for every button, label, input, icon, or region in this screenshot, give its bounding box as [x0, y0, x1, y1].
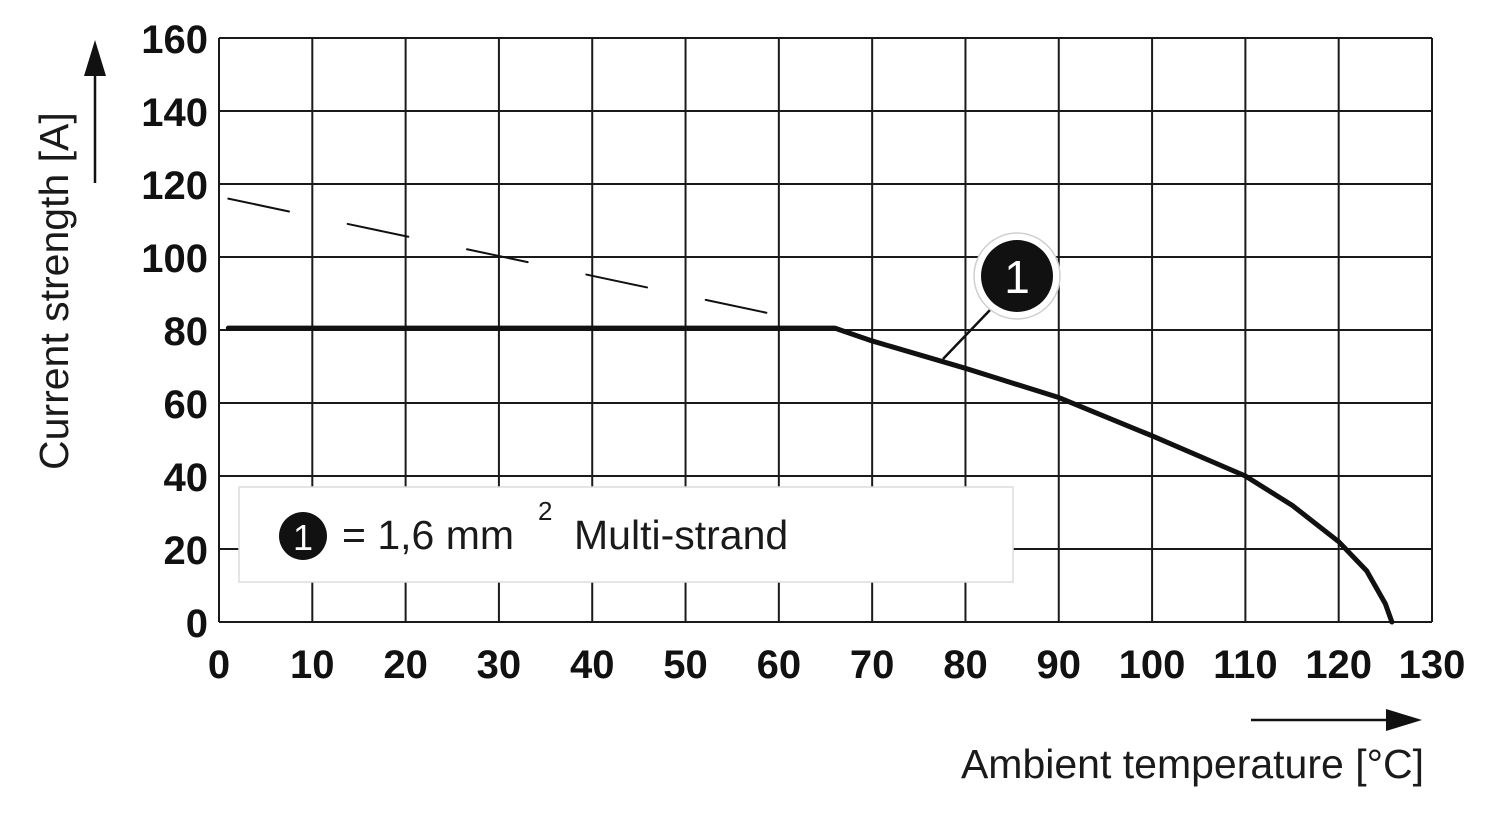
x-tick-label: 120 [1305, 643, 1372, 687]
y-tick-label: 120 [141, 164, 208, 208]
y-tick-label: 100 [141, 237, 208, 281]
y-tick-label: 140 [141, 91, 208, 135]
legend-text-tail: Multi-strand [574, 512, 788, 558]
x-tick-label: 80 [943, 643, 988, 687]
series-group [225, 197, 1395, 625]
grid [218, 37, 1433, 623]
y-axis-title: Current strength [A] [31, 112, 77, 470]
callout-leader [942, 309, 991, 360]
x-tick-label: 130 [1399, 643, 1466, 687]
x-tick-label: 90 [1037, 643, 1082, 687]
legend: 1 = 1,6 mm 2 Multi-strand [238, 486, 1014, 583]
y-tick-label: 160 [141, 18, 208, 62]
y-tick-label: 80 [164, 310, 209, 354]
series-line-1 [225, 325, 1395, 625]
x-axis-title: Ambient temperature [°C] [961, 741, 1424, 787]
callout-label: 1 [1004, 251, 1030, 303]
legend-marker [279, 512, 327, 560]
callout: 1 [942, 232, 1061, 360]
legend-text: = 1,6 mm [342, 512, 514, 558]
x-tick-label: 100 [1119, 643, 1186, 687]
y-tick-label: 60 [164, 383, 209, 427]
x-tick-label: 0 [208, 643, 230, 687]
x-tick-labels: 0 10 20 30 40 50 60 70 80 90 100 110 120 130 [208, 643, 1466, 687]
x-tick-label: 30 [477, 643, 522, 687]
callout-marker [981, 240, 1053, 312]
x-tick-label: 40 [570, 643, 615, 687]
x-tick-label: 110 [1213, 643, 1278, 687]
y-tick-label: 0 [186, 602, 208, 646]
x-axis-arrow-head [1386, 709, 1422, 731]
x-tick-label: 50 [663, 643, 708, 687]
legend-box [238, 486, 1014, 583]
x-tick-label: 60 [757, 643, 802, 687]
x-axis-title-group: Ambient temperature [°C] [961, 709, 1424, 787]
legend-superscript: 2 [538, 496, 552, 526]
x-tick-label: 10 [290, 643, 335, 687]
x-tick-label: 70 [850, 643, 895, 687]
x-tick-label: 20 [383, 643, 428, 687]
y-axis-arrow-head [84, 40, 106, 76]
legend-marker-label: 1 [293, 517, 313, 558]
y-tick-labels: 0 20 40 60 80 100 120 140 160 [141, 18, 208, 646]
y-axis-title-group: Current strength [A] [31, 40, 106, 470]
y-tick-label: 40 [164, 456, 209, 500]
y-tick-label: 20 [164, 529, 209, 573]
series-line-dashed [227, 197, 780, 317]
